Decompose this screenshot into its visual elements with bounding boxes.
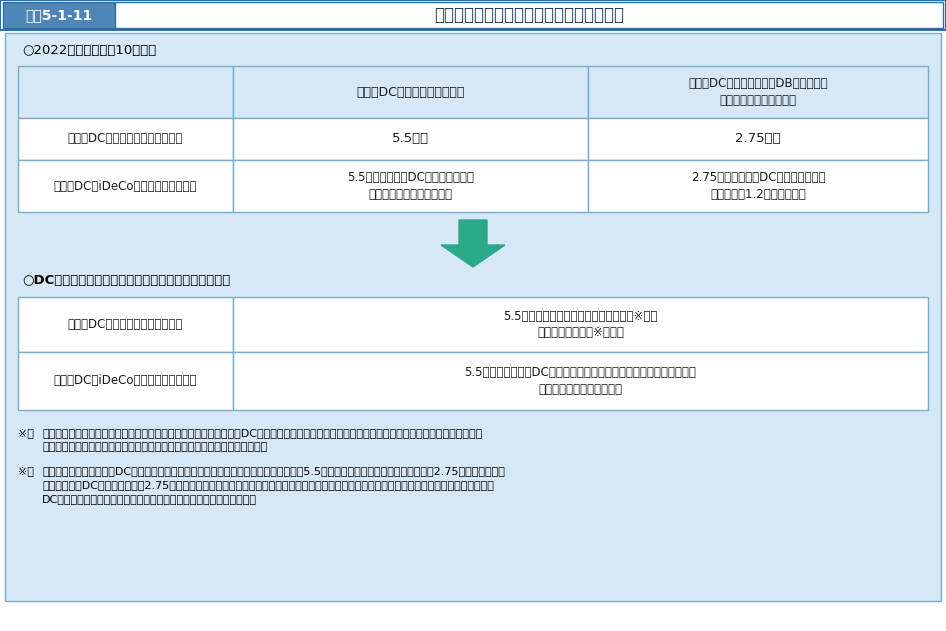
Text: 5.5万円－企業型DCの事業主掛金額
（ただし、２万円を上限）: 5.5万円－企業型DCの事業主掛金額 （ただし、２万円を上限） (347, 171, 474, 201)
Text: 企業型DCの事業主掛金額（月額）: 企業型DCの事業主掛金額（月額） (68, 318, 184, 331)
Text: 企業型・個人型確定拠出年金の拠出限度額: 企業型・個人型確定拠出年金の拠出限度額 (434, 6, 624, 24)
Bar (18, 160, 233, 212)
Bar (233, 297, 928, 352)
Text: 5.5万円－確定給付型の事業主掛金額（※１）
（経過措置あり（※２））: 5.5万円－確定給付型の事業主掛金額（※１） （経過措置あり（※２）） (503, 309, 657, 339)
Text: ※１: ※１ (18, 428, 34, 438)
Bar (233, 160, 588, 212)
Text: ○DC拠出限度額に確定給付型の事業主掛金額を反映後: ○DC拠出限度額に確定給付型の事業主掛金額を反映後 (22, 274, 230, 288)
Text: 企業型DCの事業主掛金額（月額）: 企業型DCの事業主掛金額（月額） (68, 133, 184, 146)
Text: 施行日の時点で、企業型DCと確定給付型を併せて実施している事業主については、「5.5万円－確定給付型の事業主掛金額」が2.75万円を下回ると
きは、企業型DCの: 施行日の時点で、企業型DCと確定給付型を併せて実施している事業主については、「5… (42, 466, 505, 504)
Text: 確定給付型の事業主掛金額は、確定給付型ごとにその給付水準からDCと比較可能な形で評価したもの（仮想掛金額）で、複数の確定給付型に加入
している場合は合算。確定給: 確定給付型の事業主掛金額は、確定給付型ごとにその給付水準からDCと比較可能な形で… (42, 428, 482, 452)
Bar (588, 66, 928, 118)
Bar (0, 0, 946, 30)
Text: 企業型DCと確定給付型（DB、厚生年金
基金等）に加入する場合: 企業型DCと確定給付型（DB、厚生年金 基金等）に加入する場合 (688, 77, 828, 107)
Bar (233, 352, 928, 410)
Bar (588, 160, 928, 212)
Text: 2.75万円: 2.75万円 (735, 133, 780, 146)
Text: 5.5万円－（企業型DCの事業主掛金額＋確定給付型の事業主掛金額）
（ただし、２万円を上限）: 5.5万円－（企業型DCの事業主掛金額＋確定給付型の事業主掛金額） （ただし、２… (464, 366, 696, 396)
Text: 企業型DCのみに加入する場合: 企業型DCのみに加入する場合 (357, 85, 464, 98)
Text: 個人型DC（iDeCo）の掛金額（月額）: 個人型DC（iDeCo）の掛金額（月額） (54, 179, 198, 192)
Polygon shape (441, 220, 505, 267)
Bar (233, 118, 588, 160)
Text: ○2022（令和４）年10月以降: ○2022（令和４）年10月以降 (22, 44, 156, 57)
Text: 5.5万円: 5.5万円 (392, 133, 429, 146)
Bar (3, 2, 115, 28)
Bar (18, 352, 233, 410)
Bar (18, 118, 233, 160)
Bar (588, 118, 928, 160)
Bar (18, 66, 233, 118)
Bar (18, 297, 233, 352)
Text: 2.75万円－企業型DCの事業主掛金額
（ただし、1.2万円を上限）: 2.75万円－企業型DCの事業主掛金額 （ただし、1.2万円を上限） (691, 171, 825, 201)
Bar (233, 66, 588, 118)
Bar (115, 2, 943, 28)
Text: 個人型DC（iDeCo）の掛金額（月額）: 個人型DC（iDeCo）の掛金額（月額） (54, 375, 198, 387)
Text: ※２: ※２ (18, 466, 34, 476)
Text: 図表5-1-11: 図表5-1-11 (26, 8, 93, 22)
